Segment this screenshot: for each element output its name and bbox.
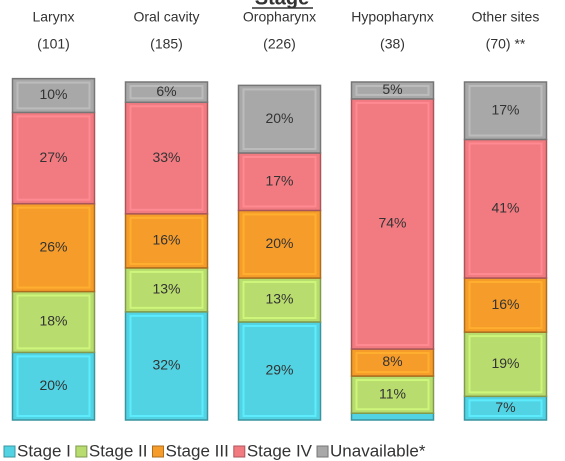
x-tick-label: Larynx xyxy=(32,9,74,25)
data-label: 16% xyxy=(491,296,519,312)
legend-label: Stage IV xyxy=(247,441,313,460)
bar-bevel xyxy=(129,85,204,100)
x-tick-sublabel: (38) xyxy=(380,36,405,52)
data-label: 13% xyxy=(265,291,293,307)
bar-segment xyxy=(463,138,548,279)
bar-segment xyxy=(237,84,322,154)
bar-segment xyxy=(463,277,548,333)
legend-swatch xyxy=(151,445,164,458)
data-label: 26% xyxy=(39,238,67,254)
bar-bevel xyxy=(129,314,204,417)
bar-bevel xyxy=(468,281,543,330)
data-label: 11% xyxy=(379,385,406,401)
legend-label: Stage III xyxy=(165,441,228,460)
bar-bevel xyxy=(468,399,543,417)
legend-label: Stage II xyxy=(89,441,148,460)
data-label: 27% xyxy=(39,149,67,165)
bar-bevel xyxy=(16,81,91,110)
x-tick-label: Other sites xyxy=(472,9,540,25)
bar-bevel xyxy=(129,105,204,211)
bar-bevel xyxy=(16,355,91,417)
bar-bevel xyxy=(355,352,430,374)
legend-label: Unavailable* xyxy=(330,441,426,460)
data-label: 13% xyxy=(152,281,180,297)
bar-bevel xyxy=(242,155,317,208)
data-label: 17% xyxy=(265,172,293,188)
data-label: 17% xyxy=(491,101,519,117)
x-tick-label: Hypopharynx xyxy=(351,9,434,25)
bar-bevel xyxy=(16,294,91,350)
bar-bevel xyxy=(242,281,317,319)
bar-segment xyxy=(11,77,96,114)
bar-bevel xyxy=(242,88,317,150)
bar-bevel xyxy=(242,324,317,418)
bar-bevel xyxy=(468,335,543,394)
bar-segment xyxy=(11,111,96,205)
data-label: 16% xyxy=(152,232,180,248)
bar-bevel xyxy=(129,270,204,309)
x-tick-sublabel: (226) xyxy=(263,36,296,52)
data-label: 7% xyxy=(495,399,515,415)
legend-label: Stage I xyxy=(17,441,71,460)
data-label: 8% xyxy=(382,353,402,369)
data-label: 6% xyxy=(156,83,176,99)
bar-bevel xyxy=(355,101,430,347)
x-tick-sublabel: (70) ** xyxy=(486,36,526,52)
data-label: 29% xyxy=(265,362,293,378)
data-label: 20% xyxy=(39,377,67,393)
legend-swatch xyxy=(75,445,88,458)
bar-bevel xyxy=(129,216,204,265)
data-label: 18% xyxy=(39,313,67,329)
data-label: 10% xyxy=(39,86,67,102)
data-label: 19% xyxy=(491,355,519,371)
bar-segment xyxy=(350,98,435,350)
bar-bevel xyxy=(468,85,543,137)
bar-bevel xyxy=(16,206,91,289)
bar-bevel xyxy=(355,379,430,411)
data-label: 20% xyxy=(265,235,293,251)
legend-swatch xyxy=(3,445,16,458)
data-label: 41% xyxy=(491,199,519,215)
legend-swatch xyxy=(316,445,329,458)
bar-segment xyxy=(124,81,209,104)
bar-segment xyxy=(350,412,435,421)
legend-swatch xyxy=(233,445,246,458)
bar-segment xyxy=(237,321,322,421)
data-label: 32% xyxy=(152,357,180,373)
x-tick-sublabel: (185) xyxy=(150,36,183,52)
bar-bevel xyxy=(242,213,317,276)
bar-bevel xyxy=(468,142,543,276)
data-label: 5% xyxy=(382,81,402,97)
bar-segment xyxy=(11,290,96,354)
bar-bevel xyxy=(16,115,91,201)
data-label: 74% xyxy=(378,215,406,231)
bar-segment xyxy=(463,331,548,398)
data-label: 33% xyxy=(152,149,180,165)
x-tick-sublabel: (101) xyxy=(37,36,70,52)
bar-segment xyxy=(463,81,548,141)
x-tick-label: Oral cavity xyxy=(133,9,199,25)
bar-segment xyxy=(237,152,322,212)
data-label: 20% xyxy=(265,110,293,126)
bar-segment xyxy=(237,277,322,323)
bar-bevel xyxy=(355,85,430,96)
x-tick-label: Oropharynx xyxy=(243,9,316,25)
bar-segment xyxy=(124,267,209,313)
chart-title: Stage xyxy=(255,0,309,9)
bar-segment xyxy=(237,209,322,279)
